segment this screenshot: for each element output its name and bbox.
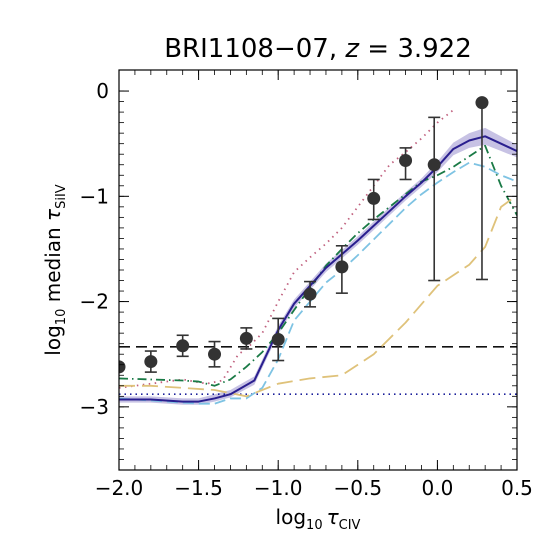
x-axis-label-log: log [276,505,307,529]
plot-frame [118,69,518,471]
series-line-dotted [119,109,454,389]
chart-title-var: z [344,34,360,64]
series-line-dashdot [119,144,517,387]
x-axis-label-ion: CIV [339,518,361,533]
data-point [399,154,413,168]
x-axis-label-var: τ [327,505,340,529]
y-axis-label: log10 median τSiIV [41,184,69,355]
data-point [144,355,158,369]
x-axis-label-sub: 10 [306,518,323,533]
chart-title-name: BRI1108−07, [164,34,345,64]
data-point [239,331,253,345]
plot-content [119,96,517,405]
series-solid-band [119,127,517,405]
plot-area [119,96,517,405]
x-tick-label: 0.5 [501,476,533,500]
series-line-solid [119,135,517,403]
data-point [335,260,349,274]
data-point [367,191,381,205]
y-axis-label-var: τ [41,208,65,221]
chart-title: BRI1108−07, z = 3.922 [164,34,472,64]
y-tick-label: −1 [80,184,109,208]
x-tick-label: 0.0 [421,476,453,500]
y-tick-label: −3 [80,395,109,419]
data-point [271,332,285,346]
y-axis-label-log: log [41,325,65,356]
y-tick-label: 0 [96,79,109,103]
x-axis-label: log10 τCIV [276,505,361,533]
y-axis-label-ion: SiIV [54,184,69,209]
data-point [119,360,126,374]
data-point [475,96,489,110]
data-point [427,158,441,172]
x-tick-label: −2.0 [95,476,144,500]
axes: −2.0 −1.5 −1.0 −0.5 0.0 0.5 0 −1 −2 −3 [80,69,533,500]
data-point [208,347,222,361]
chart-title-rest: = 3.922 [359,34,472,64]
data-point [303,287,317,301]
series-line-longdash [119,194,517,398]
series-line-dashed [119,161,517,405]
data-point [176,339,190,353]
y-axis-label-mid: median [41,221,65,309]
y-tick-label: −2 [80,290,109,314]
y-axis-label-sub: 10 [54,309,69,326]
x-tick-label: −1.5 [174,476,223,500]
x-tick-label: −0.5 [334,476,383,500]
x-tick-label: −1.0 [254,476,303,500]
